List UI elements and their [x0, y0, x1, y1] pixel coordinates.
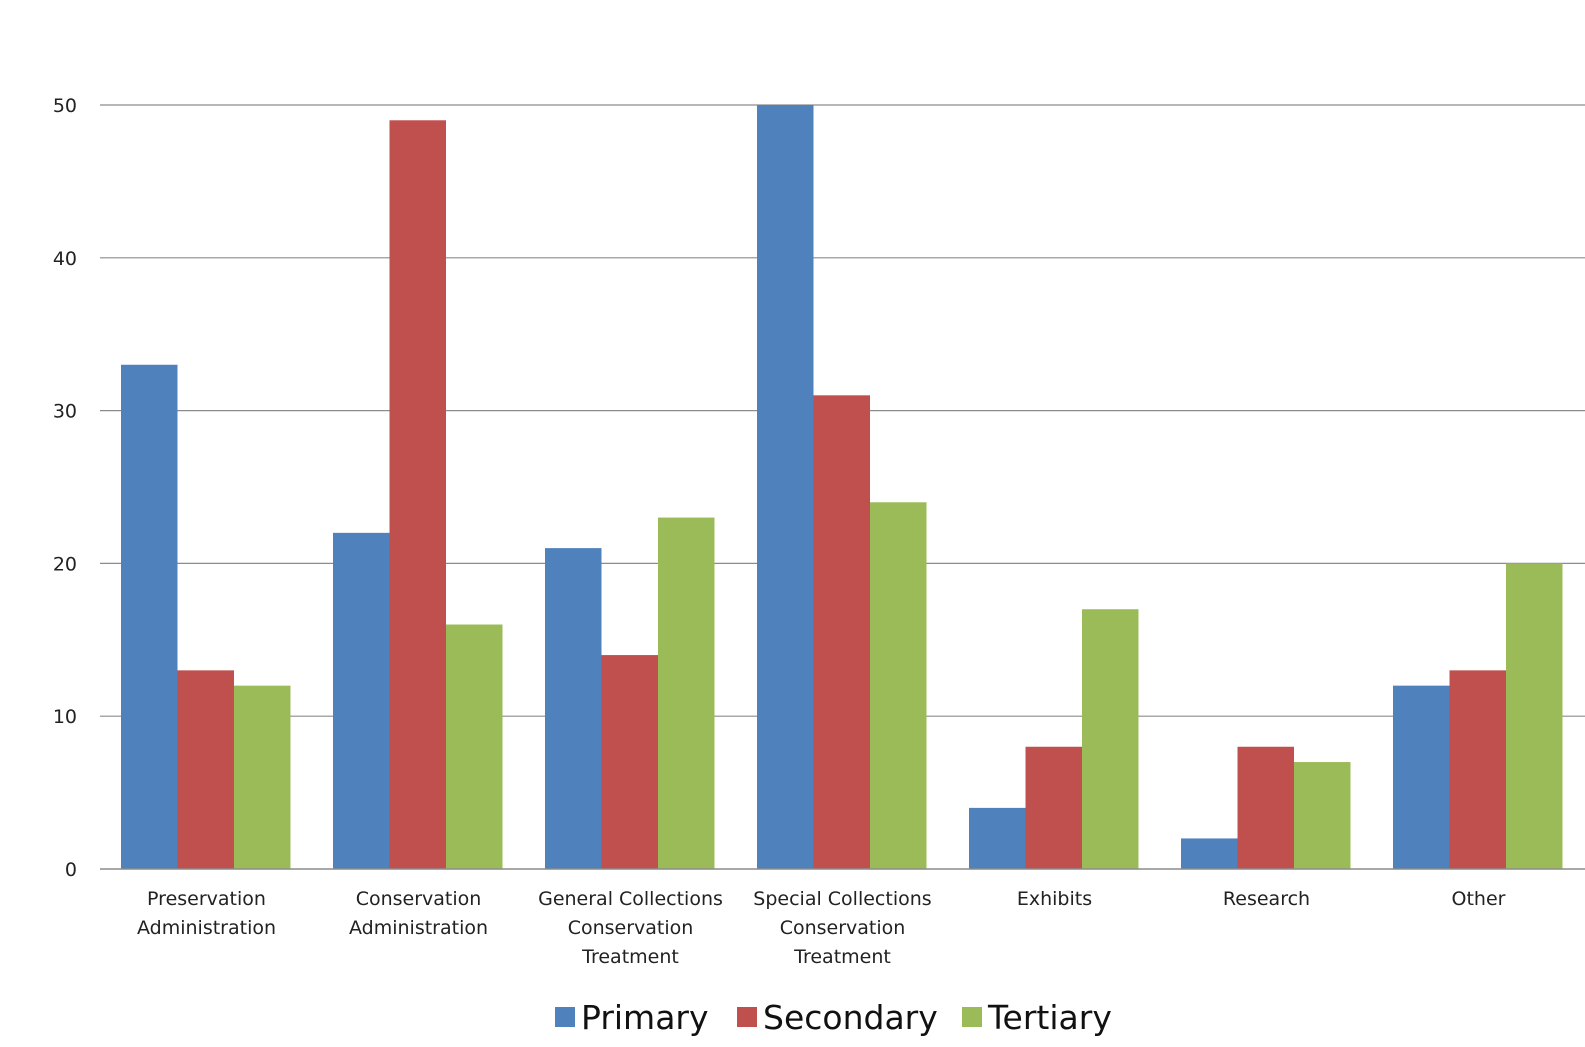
bar-tertiary-3 [870, 502, 927, 869]
category-label-1: Conservation Administration [349, 888, 488, 939]
bar-primary-4 [969, 807, 1026, 869]
category-label-3: Special Collections Conservation Treatment [753, 888, 931, 968]
bar-tertiary-4 [1082, 609, 1139, 869]
category-label-5: Research [1223, 888, 1310, 910]
bar-secondary-0 [177, 670, 234, 869]
y-axis-ticks: 0 10 20 30 40 50 [53, 95, 77, 881]
y-tick-label-50: 50 [53, 95, 77, 117]
legend-label-secondary: Secondary [763, 998, 938, 1037]
bar-secondary-6 [1449, 670, 1506, 869]
bar-primary-1 [333, 532, 390, 869]
category-label-4: Exhibits [1017, 888, 1092, 910]
category-label-2: General Collections Conservation Treatment [538, 888, 723, 968]
bar-primary-0 [121, 364, 178, 869]
legend: Primary Secondary Tertiary [555, 998, 1112, 1037]
y-tick-label-30: 30 [53, 401, 77, 423]
bar-secondary-5 [1237, 746, 1294, 869]
bar-secondary-2 [601, 655, 658, 869]
category-labels: Preservation Administration Conservation Ad… [137, 888, 1506, 968]
bar-primary-5 [1181, 838, 1238, 869]
bar-primary-3 [757, 105, 814, 869]
bar-primary-6 [1393, 685, 1450, 869]
y-tick-label-40: 40 [53, 248, 77, 270]
legend-swatch-tertiary [962, 1007, 982, 1027]
y-tick-label-20: 20 [53, 553, 77, 575]
bar-tertiary-1 [446, 624, 503, 869]
category-label-0: Preservation Administration [137, 888, 276, 939]
category-label-6: Other [1452, 888, 1506, 910]
legend-label-tertiary: Tertiary [987, 998, 1112, 1037]
bar-tertiary-2 [658, 517, 715, 869]
legend-swatch-primary [555, 1007, 575, 1027]
legend-label-primary: Primary [581, 998, 709, 1037]
bar-tertiary-6 [1506, 563, 1563, 869]
bar-tertiary-5 [1294, 762, 1351, 869]
legend-swatch-secondary [737, 1007, 757, 1027]
bar-tertiary-0 [234, 685, 291, 869]
bar-secondary-3 [813, 395, 870, 869]
y-tick-label-0: 0 [65, 859, 77, 881]
bar-secondary-1 [389, 120, 446, 869]
y-tick-label-10: 10 [53, 706, 77, 728]
bars [121, 105, 1563, 869]
bar-primary-2 [545, 548, 602, 869]
bar-secondary-4 [1025, 746, 1082, 869]
